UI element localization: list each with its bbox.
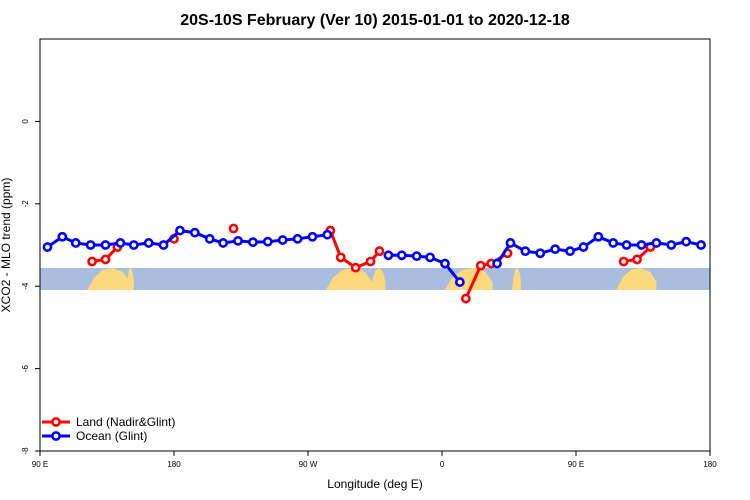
- series-1-point-2-7: [593, 231, 604, 242]
- series-1-point-0-2: [70, 238, 81, 248]
- series-1-point-2-12: [666, 240, 677, 250]
- series-1-point-1-0: [383, 250, 394, 261]
- series-0-point-5-0: [618, 256, 629, 267]
- series-0-point-0-0: [87, 256, 98, 267]
- series-1-point-0-11: [204, 233, 215, 244]
- legend-label-1: Ocean (Glint): [76, 429, 147, 443]
- series-1-point-0-4: [100, 240, 111, 250]
- series-1-point-0-6: [128, 240, 139, 250]
- series-1-point-1-5: [454, 277, 465, 287]
- series-1-point-0-0: [42, 242, 53, 252]
- series-1-point-0-1: [57, 231, 68, 242]
- series-1-point-2-9: [621, 240, 632, 250]
- series-1-point-0-17: [292, 233, 303, 244]
- series-0-point-3-3: [365, 256, 376, 267]
- series-1-point-2-4: [550, 244, 561, 255]
- series-1-point-2-1: [505, 238, 516, 248]
- series-1: [42, 225, 706, 287]
- series-1-point-0-19: [322, 229, 333, 240]
- series-0-point-2-0: [228, 223, 239, 234]
- series-1-point-0-7: [143, 238, 154, 248]
- series-1-point-1-1: [396, 250, 407, 261]
- series-1-point-1-3: [425, 252, 435, 263]
- series-1-point-0-18: [307, 231, 318, 242]
- series-0-point-0-1: [100, 254, 111, 265]
- series-1-point-2-13: [681, 236, 692, 247]
- y-tick-label-4: -8: [21, 447, 30, 455]
- land-region-6: [616, 268, 657, 290]
- geography-band: [40, 268, 710, 290]
- series-1-point-0-9: [175, 225, 185, 236]
- legend: Land (Nadir&Glint)Ocean (Glint): [42, 415, 175, 443]
- x-tick-label-5: 180: [703, 460, 717, 469]
- series-0-point-5-1: [632, 254, 642, 265]
- plot-frame: [39, 38, 711, 452]
- x-tick-label-2: 90 W: [299, 460, 318, 469]
- series-0-point-4-1: [475, 260, 486, 271]
- series-1-point-2-5: [565, 246, 575, 257]
- series-1-point-0-8: [158, 240, 169, 250]
- series-1-point-0-10: [189, 227, 200, 238]
- x-tick-label-4: 90 E: [568, 460, 584, 469]
- series-1-point-0-13: [233, 235, 243, 246]
- land-region-5: [511, 268, 521, 290]
- x-tick-label-1: 180: [167, 460, 181, 469]
- series-0-point-3-4: [374, 246, 385, 257]
- land-region-3: [370, 268, 386, 290]
- legend-marker-0: [51, 417, 61, 427]
- y-tick-label-3: -6: [21, 364, 30, 372]
- series-1-point-0-5: [115, 238, 126, 248]
- series-1-point-2-3: [535, 248, 546, 259]
- land-region-0: [87, 268, 130, 290]
- series-0-point-3-1: [335, 252, 346, 263]
- y-tick-label-1: -2: [21, 200, 30, 208]
- series-0-point-3-2: [350, 262, 361, 273]
- y-axis: 0 -2 -4 -6 -8: [21, 119, 40, 455]
- x-tick-label-3: 0: [440, 460, 445, 469]
- series-1-point-0-15: [262, 236, 273, 247]
- land-region-1: [126, 268, 134, 290]
- series-1-point-1-4: [440, 258, 450, 269]
- series-1-point-2-11: [651, 238, 662, 248]
- series-layer: [42, 223, 706, 304]
- series-1-point-2-0: [492, 258, 502, 269]
- series-1-point-2-2: [520, 246, 531, 257]
- series-1-point-2-10: [636, 240, 647, 250]
- legend-label-0: Land (Nadir&Glint): [76, 415, 175, 429]
- series-1-point-0-12: [218, 238, 229, 248]
- series-1-point-2-6: [578, 242, 589, 252]
- series-1-point-0-16: [277, 235, 288, 245]
- series-1-point-2-8: [608, 238, 619, 248]
- y-axis-label: XCO2 - MLO trend (ppm): [0, 178, 13, 313]
- series-1-point-0-3: [85, 240, 96, 250]
- series-1-point-2-14: [696, 240, 706, 250]
- chart-title: 20S-10S February (Ver 10) 2015-01-01 to …: [180, 12, 570, 29]
- x-axis: 90 E 180 90 W 0 90 E 180: [32, 451, 717, 469]
- land-region-2: [325, 268, 373, 290]
- y-tick-label-2: -4: [21, 282, 30, 290]
- series-0-point-4-0: [460, 293, 471, 304]
- series-1-point-1-2: [411, 251, 422, 262]
- y-tick-label-0: 0: [21, 119, 30, 124]
- x-axis-label: Longitude (deg E): [327, 477, 422, 491]
- series-1-point-0-14: [248, 237, 258, 248]
- legend-marker-1: [51, 431, 61, 441]
- x-tick-label-0: 90 E: [32, 460, 48, 469]
